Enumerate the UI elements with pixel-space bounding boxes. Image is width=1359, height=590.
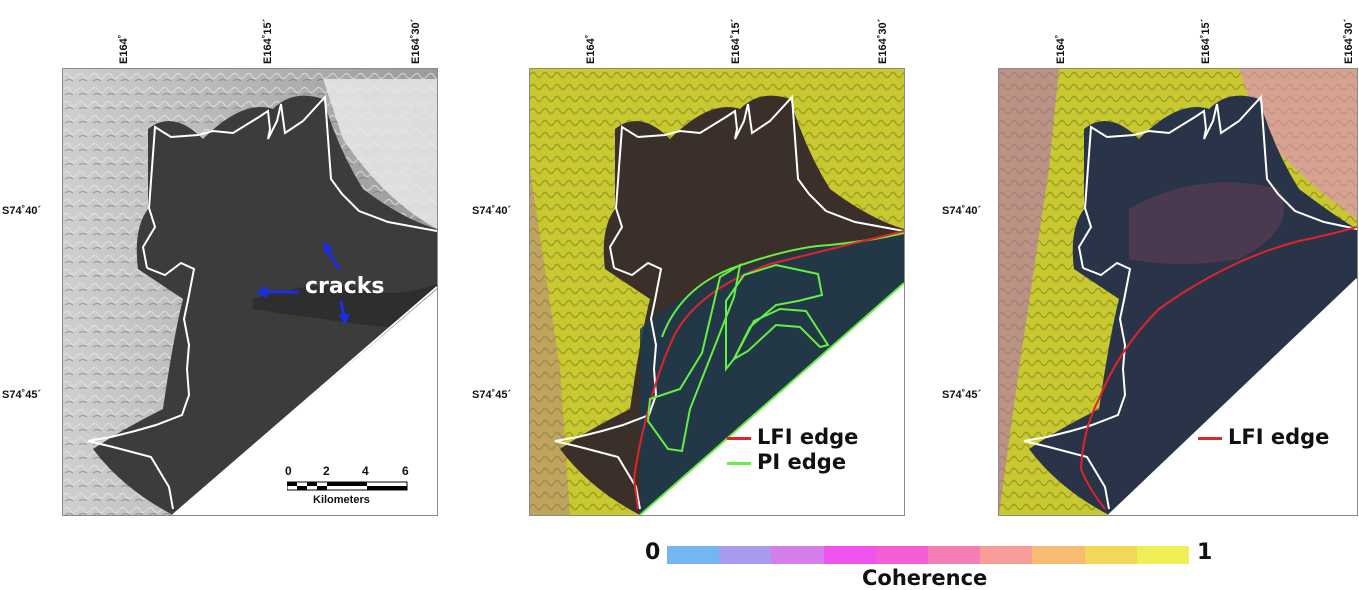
scale-tick-0: 0 [285, 464, 292, 478]
colorbar-segment-5 [928, 546, 981, 564]
lat-label-p3-40: S74˚40´ [942, 205, 982, 217]
coherence-colorbar [667, 546, 1190, 564]
colorbar-segment-9 [1136, 546, 1190, 564]
pi-edge-polygon-2 [725, 263, 824, 372]
crack-arrows [256, 241, 350, 325]
legend-pi-label-p2: PI edge [757, 450, 847, 474]
lon-label-p3-164-30: E164˚30´ [1343, 18, 1355, 64]
lon-label-p3-164-15: E164˚15´ [1200, 18, 1212, 64]
map-panel-coherence-2[interactable] [998, 68, 1358, 516]
optical-image [63, 69, 437, 515]
scale-tick-2: 2 [323, 464, 330, 478]
lfi-edge-upper [674, 230, 904, 335]
coherence-image-2 [999, 69, 1357, 515]
low-coherence-patch-west [999, 69, 1059, 515]
colorbar-max-label: 1 [1197, 540, 1213, 565]
colorbar-segment-4 [875, 546, 929, 564]
colorbar-segment-7 [1032, 546, 1085, 564]
pi-edge-polygon-3 [731, 307, 830, 362]
colorbar-segment-0 [667, 546, 720, 564]
low-coherence-patch [530, 169, 570, 515]
lat-label-p1-40: S74˚40´ [2, 205, 42, 217]
legend-lfi-line-p2 [727, 437, 751, 440]
colorbar-segment-3 [823, 546, 876, 564]
snowfield [323, 79, 437, 229]
lat-label-p2-45: S74˚45´ [472, 389, 512, 401]
lat-label-p1-45: S74˚45´ [2, 389, 42, 401]
legend-lfi-line-p3 [1198, 437, 1222, 440]
low-coherence-patch-east [1239, 69, 1357, 219]
colorbar-min-label: 0 [645, 540, 661, 565]
lon-label-p3-164: E164˚ [1055, 34, 1067, 64]
colorbar-segment-2 [771, 546, 824, 564]
glacier-boundary-north [141, 94, 437, 269]
map-panel-optical[interactable] [62, 68, 438, 516]
coherence-image-1 [530, 69, 904, 515]
crack-zone [253, 284, 437, 329]
colorbar-segment-1 [719, 546, 772, 564]
cracks-label: cracks [305, 274, 385, 299]
lon-label-p2-164-30: E164˚30´ [877, 18, 889, 64]
glacier-boundary-north [1077, 94, 1357, 269]
scale-bar-graphic [287, 481, 408, 491]
lfi-edge [1079, 226, 1357, 510]
lat-label-p3-45: S74˚45´ [942, 389, 982, 401]
colorbar-title: Coherence [862, 566, 988, 590]
lfi-edge-lower [632, 333, 676, 510]
glacier-boundary-north [608, 94, 904, 269]
calving-front [639, 282, 904, 515]
map-panel-coherence-1[interactable] [529, 68, 905, 516]
lon-label-p1-164: E164˚ [118, 34, 130, 64]
scale-tick-4: 4 [362, 464, 369, 478]
mid-coherence-zone [1129, 182, 1284, 264]
glacier-boundary-west [554, 261, 663, 510]
calving-front [1108, 278, 1357, 515]
scale-tick-6: 6 [402, 464, 409, 478]
scale-units: Kilometers [313, 494, 370, 506]
lon-label-p1-164-15: E164˚15´ [262, 18, 274, 64]
calving-front [172, 286, 437, 515]
lon-label-p1-164-30: E164˚30´ [410, 18, 422, 64]
legend-pi-line-p2 [727, 462, 751, 465]
lon-label-p2-164: E164˚ [585, 34, 597, 64]
legend-lfi-label-p3: LFI edge [1228, 425, 1330, 449]
lon-label-p2-164-15: E164˚15´ [730, 18, 742, 64]
glacier-boundary-west [87, 261, 196, 510]
colorbar-segment-8 [1084, 546, 1137, 564]
legend-lfi-label-p2: LFI edge [757, 425, 859, 449]
glacier-boundary-west [1023, 261, 1132, 510]
scale-bar: 0 2 4 6 Kilometers [285, 464, 415, 510]
lat-label-p2-40: S74˚40´ [472, 205, 512, 217]
colorbar-segment-6 [980, 546, 1033, 564]
